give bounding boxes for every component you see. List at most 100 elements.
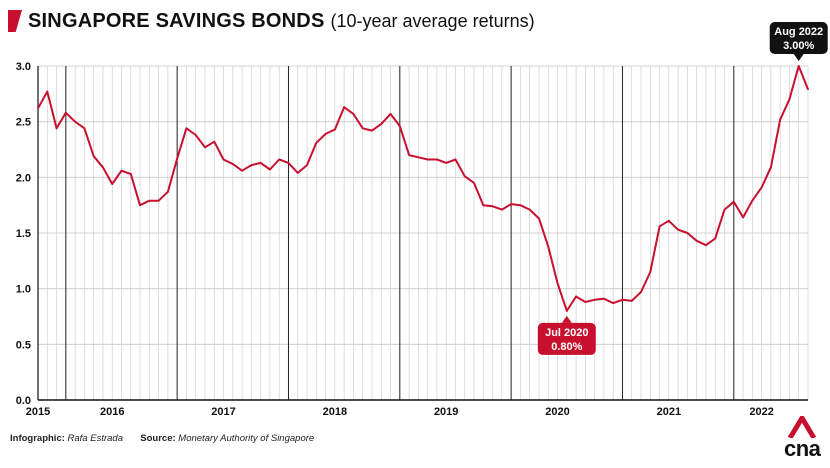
callout-date-label: Jul 2020	[545, 327, 588, 339]
data-point	[417, 156, 420, 159]
data-point	[213, 140, 216, 143]
series-line-0	[37, 65, 809, 312]
data-point	[528, 208, 531, 211]
data-point	[389, 112, 392, 115]
data-point	[491, 205, 494, 208]
data-point	[287, 161, 290, 164]
data-point	[371, 129, 373, 132]
chart-title: SINGAPORE SAVINGS BONDS (10-year average…	[8, 8, 535, 34]
source-credit: Monetary Authority of Singapore	[178, 433, 315, 444]
data-point	[695, 239, 698, 242]
data-point	[361, 127, 364, 130]
data-point	[667, 219, 670, 222]
cna-logo-text: cna	[784, 436, 821, 461]
data-point	[658, 225, 661, 228]
data-point	[306, 164, 308, 166]
callout-pointer	[793, 54, 804, 61]
data-point	[185, 127, 188, 130]
callout-value-label: 3.00%	[783, 40, 814, 52]
data-point	[176, 157, 179, 160]
data-point	[797, 65, 800, 67]
data-point	[519, 204, 522, 207]
x-tick-label: 2017	[211, 406, 235, 418]
data-point	[723, 208, 726, 211]
x-tick-label: 2022	[749, 406, 773, 418]
data-point	[148, 199, 151, 202]
data-point	[603, 297, 605, 300]
callout-box	[769, 22, 828, 54]
data-point	[788, 98, 791, 101]
data-point	[380, 122, 383, 125]
callout-value-label: 0.80%	[551, 341, 582, 353]
footer-credits: Infographic: Rafa Estrada Source: Moneta…	[10, 433, 314, 444]
data-point	[760, 186, 763, 189]
data-point	[111, 183, 114, 185]
data-point	[436, 158, 438, 161]
data-point	[510, 203, 513, 205]
data-point	[807, 88, 809, 91]
data-point	[55, 127, 58, 130]
data-point	[296, 171, 299, 174]
x-tick-label: 2015	[26, 406, 50, 418]
data-point	[92, 155, 95, 158]
x-tick-label: 2016	[100, 406, 124, 418]
data-point	[352, 112, 355, 115]
data-point	[565, 310, 568, 312]
data-point	[621, 298, 624, 301]
data-point	[166, 190, 169, 193]
callout-date-label: Aug 2022	[774, 26, 823, 38]
data-point	[343, 106, 346, 109]
callout-box	[537, 322, 596, 355]
data-point	[129, 173, 132, 175]
data-point	[83, 127, 86, 130]
data-point	[584, 301, 587, 303]
data-point	[259, 161, 262, 164]
data-point	[556, 282, 559, 284]
data-point	[278, 158, 281, 161]
source-label: Source:	[140, 433, 176, 444]
data-point	[157, 199, 160, 202]
data-point	[204, 146, 206, 149]
data-point	[324, 133, 327, 135]
data-point	[241, 169, 243, 172]
data-point	[742, 216, 744, 219]
x-tick-label: 2019	[434, 406, 458, 418]
cna-logo: cna	[784, 413, 821, 461]
data-point	[463, 175, 466, 178]
data-point	[426, 158, 429, 161]
data-point	[612, 302, 615, 305]
data-point	[74, 120, 77, 123]
data-point	[139, 204, 141, 207]
x-tick-label: 2018	[323, 406, 347, 418]
data-point	[231, 163, 234, 165]
data-point	[732, 200, 735, 203]
y-tick-label: 0.0	[16, 395, 31, 407]
data-point	[649, 271, 652, 273]
data-point	[482, 204, 485, 207]
x-tick-label: 2021	[657, 406, 681, 418]
data-point	[686, 232, 689, 234]
infographic-credit: Rafa Estrada	[67, 433, 123, 444]
infographic-label: Infographic:	[10, 433, 65, 444]
data-point	[751, 199, 754, 202]
data-point	[46, 90, 49, 93]
data-point	[64, 111, 67, 114]
y-tick-label: 3.0	[16, 61, 31, 73]
data-point	[333, 128, 336, 131]
data-point	[714, 237, 717, 240]
callout-pointer	[561, 315, 572, 323]
x-tick-label: 2020	[545, 406, 569, 418]
data-point	[408, 154, 410, 156]
chart-subtitle: (10-year average returns)	[330, 10, 535, 31]
data-point	[769, 166, 772, 169]
data-point	[222, 158, 225, 161]
chart-title-main: SINGAPORE SAVINGS BONDS	[28, 9, 325, 32]
data-point	[547, 245, 550, 248]
data-point	[194, 134, 197, 136]
data-point	[398, 125, 401, 128]
data-point	[37, 107, 39, 110]
data-point	[315, 141, 318, 144]
data-point	[593, 298, 596, 301]
cna-logo-icon	[787, 413, 817, 440]
